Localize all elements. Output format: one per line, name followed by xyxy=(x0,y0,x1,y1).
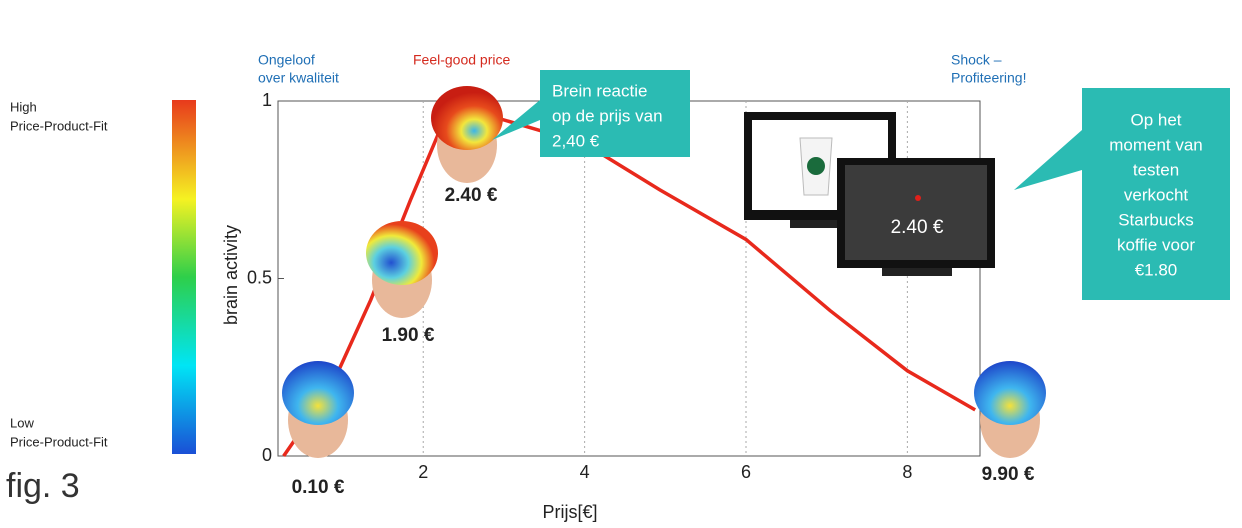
annotation: Profiteering! xyxy=(951,70,1026,86)
callout-text: Brein reactie xyxy=(552,81,647,100)
callout-text: Starbucks xyxy=(1118,210,1194,229)
annotation: Ongeloof xyxy=(258,52,315,68)
callout-text: Op het xyxy=(1130,110,1181,129)
callout xyxy=(492,70,690,157)
head-map xyxy=(366,221,438,285)
monitor-stand xyxy=(790,220,850,228)
price-label: 2.40 € xyxy=(445,185,498,206)
callout-text: testen xyxy=(1133,160,1179,179)
color-bar-label: Low xyxy=(10,415,34,430)
x-tick-label: 4 xyxy=(580,462,590,482)
y-tick-label: 1 xyxy=(262,90,272,110)
callout-text: €1.80 xyxy=(1135,260,1178,279)
annotation: Feel-good price xyxy=(413,52,510,68)
color-bar-label: High xyxy=(10,99,37,114)
callout-text: op de prijs van xyxy=(552,106,663,125)
head-map xyxy=(431,86,503,150)
price-label: 0.10 € xyxy=(292,477,345,498)
callout-text: 2,40 € xyxy=(552,131,600,150)
head-map xyxy=(974,361,1046,425)
y-axis-title: brain activity xyxy=(221,225,241,325)
color-bar-label: Price-Product-Fit xyxy=(10,118,108,133)
annotation: over kwaliteit xyxy=(258,70,339,86)
monitor-screen xyxy=(845,165,987,260)
fixation-dot xyxy=(915,195,921,201)
cup-logo xyxy=(807,157,825,175)
y-tick-label: 0.5 xyxy=(247,267,272,287)
callout xyxy=(1014,88,1230,300)
head-map xyxy=(282,361,354,425)
monitor-stand xyxy=(882,268,952,276)
callout-text: moment van xyxy=(1109,135,1203,154)
screen-price: 2.40 € xyxy=(891,217,944,238)
color-bar xyxy=(172,100,196,454)
price-label: 1.90 € xyxy=(382,325,435,346)
figure-label: fig. 3 xyxy=(6,467,80,505)
x-tick-label: 8 xyxy=(902,462,912,482)
color-bar-label: Price-Product-Fit xyxy=(10,434,108,449)
y-tick-label: 0 xyxy=(262,445,272,465)
price-label: 9.90 € xyxy=(982,464,1035,485)
callout-text: verkocht xyxy=(1124,185,1189,204)
callout-text: koffie voor xyxy=(1117,235,1195,254)
x-axis-title: Prijs[€] xyxy=(542,502,597,522)
x-tick-label: 2 xyxy=(418,462,428,482)
x-tick-label: 6 xyxy=(741,462,751,482)
annotation: Shock – xyxy=(951,52,1002,68)
